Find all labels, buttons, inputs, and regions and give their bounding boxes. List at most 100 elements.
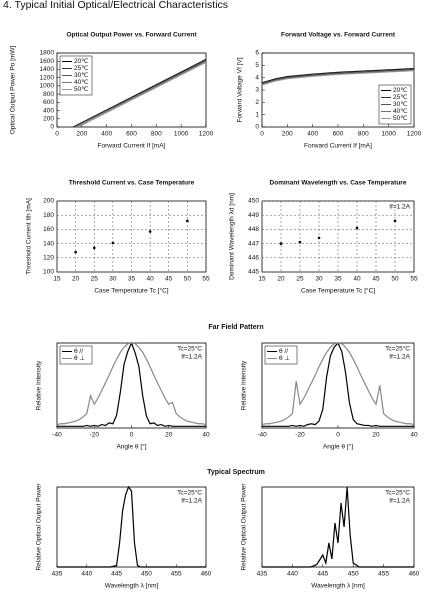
y-tick-label: 1600 bbox=[40, 58, 55, 65]
series-line bbox=[57, 485, 206, 568]
x-tick-label: 455 bbox=[378, 571, 389, 578]
y-tick-label: 445 bbox=[248, 269, 259, 276]
data-point bbox=[317, 236, 321, 240]
y-tick-label: 0 bbox=[255, 124, 259, 131]
x-tick-label: 600 bbox=[126, 131, 137, 138]
legend-label: 25℃ bbox=[393, 94, 408, 101]
x-tick-label: 0 bbox=[55, 131, 59, 138]
y-tick-label: 1000 bbox=[40, 83, 55, 90]
data-point bbox=[279, 242, 283, 245]
chart-title: Threshold Current vs. Case Temperature bbox=[69, 180, 195, 187]
plot-frame bbox=[261, 486, 415, 568]
legend-label: θ // bbox=[74, 348, 83, 355]
annotation: If=1.2A bbox=[389, 354, 410, 361]
section-title: Far Field Pattern bbox=[208, 324, 263, 331]
x-tick-label: 435 bbox=[257, 571, 268, 578]
x-tick-label: 20 bbox=[277, 276, 285, 283]
section-title: Typical Spectrum bbox=[207, 469, 265, 476]
x-tick-label: 1200 bbox=[199, 131, 214, 138]
legend-label: θ ⊥ bbox=[74, 355, 85, 362]
x-tick-label: 600 bbox=[333, 131, 344, 138]
data-point bbox=[393, 219, 397, 223]
x-tick-label: 20 bbox=[372, 432, 380, 439]
x-tick-label: 445 bbox=[317, 571, 328, 578]
y-tick-label: 4 bbox=[255, 74, 259, 81]
y-tick-label: 120 bbox=[43, 255, 54, 262]
legend-label: 40℃ bbox=[74, 79, 89, 86]
y-axis-label: Dominant Wavelength λd [nm] bbox=[229, 193, 236, 280]
y-tick-label: 140 bbox=[43, 240, 54, 247]
y-tick-label: 3 bbox=[255, 87, 259, 94]
x-tick-label: 0 bbox=[260, 131, 264, 138]
x-tick-label: 460 bbox=[201, 571, 212, 578]
x-tick-label: 25 bbox=[296, 276, 304, 283]
x-axis-label: Case Temperature Tc [°C] bbox=[94, 287, 168, 295]
y-tick-label: 200 bbox=[43, 198, 54, 205]
page-heading: 4. Typical Initial Optical/Electrical Ch… bbox=[3, 0, 228, 11]
chart-title: Dominant Wavelength vs. Case Temperature bbox=[270, 180, 407, 187]
x-axis-label: Angle θ [°] bbox=[323, 443, 353, 451]
y-tick-label: 1 bbox=[255, 111, 259, 118]
x-tick-label: 40 bbox=[147, 276, 155, 283]
x-tick-label: 400 bbox=[101, 131, 112, 138]
x-tick-label: 0 bbox=[336, 432, 340, 439]
x-axis-label: Forward Current If [mA] bbox=[98, 143, 166, 150]
x-tick-label: 1000 bbox=[381, 131, 396, 138]
x-axis-label: Case Temperature Tc [°C] bbox=[301, 287, 375, 295]
x-tick-label: 440 bbox=[287, 571, 298, 578]
y-tick-label: 180 bbox=[43, 212, 54, 219]
y-tick-label: 0 bbox=[50, 124, 54, 131]
x-tick-label: 45 bbox=[165, 276, 173, 283]
data-point bbox=[298, 240, 302, 244]
x-axis-label: Wavelength λ [nm] bbox=[105, 583, 159, 590]
data-point bbox=[148, 230, 152, 233]
x-tick-label: 40 bbox=[202, 432, 210, 439]
y-tick-label: 600 bbox=[43, 99, 54, 106]
x-tick-label: 800 bbox=[151, 131, 162, 138]
x-tick-label: 45 bbox=[372, 276, 380, 283]
x-tick-label: 445 bbox=[111, 571, 122, 578]
y-axis-label: Relative Optical Output Power bbox=[36, 483, 43, 571]
x-tick-label: -40 bbox=[52, 432, 62, 439]
legend-label: 20℃ bbox=[393, 87, 408, 94]
data-point bbox=[92, 246, 96, 250]
annotation: Tc=25°C bbox=[177, 345, 202, 353]
x-tick-label: 50 bbox=[184, 276, 192, 283]
x-tick-label: 40 bbox=[353, 276, 361, 283]
annotation: Tc=25°C bbox=[177, 489, 202, 497]
legend-label: 40℃ bbox=[393, 108, 408, 115]
x-tick-label: 440 bbox=[81, 571, 92, 578]
x-tick-label: 0 bbox=[130, 432, 134, 439]
x-tick-label: 455 bbox=[171, 571, 182, 578]
data-point bbox=[111, 241, 115, 245]
plot-frame bbox=[56, 486, 207, 568]
y-axis-label: Relative Intensity bbox=[241, 360, 248, 410]
y-axis-label: Threshold Current Ith [mA] bbox=[26, 198, 33, 275]
data-point bbox=[355, 226, 359, 230]
x-tick-label: 450 bbox=[141, 571, 152, 578]
y-tick-label: 1800 bbox=[40, 50, 55, 57]
x-tick-label: 200 bbox=[282, 131, 293, 138]
y-axis-label: Relative Intensity bbox=[36, 360, 43, 410]
y-axis-label: Forward Voltage Vf [V] bbox=[237, 57, 244, 122]
y-tick-label: 800 bbox=[43, 91, 54, 98]
y-tick-label: 400 bbox=[43, 107, 54, 114]
y-axis-label: Optical Output Power Po [mW] bbox=[10, 46, 17, 135]
x-tick-label: 35 bbox=[128, 276, 136, 283]
x-tick-label: 50 bbox=[391, 276, 399, 283]
series-line bbox=[261, 342, 415, 426]
x-tick-label: 15 bbox=[53, 276, 61, 283]
x-tick-label: 15 bbox=[258, 276, 266, 283]
y-tick-label: 1400 bbox=[40, 66, 55, 73]
x-tick-label: 30 bbox=[109, 276, 117, 283]
series-line bbox=[261, 69, 415, 85]
series-line bbox=[261, 70, 415, 86]
x-tick-label: 460 bbox=[409, 571, 420, 578]
x-tick-label: 40 bbox=[410, 432, 418, 439]
x-axis-label: Wavelength λ [nm] bbox=[311, 583, 365, 590]
x-tick-label: 20 bbox=[72, 276, 80, 283]
annotation: Tc=25°C bbox=[385, 345, 410, 353]
y-tick-label: 6 bbox=[255, 50, 259, 57]
x-tick-label: 200 bbox=[76, 131, 87, 138]
